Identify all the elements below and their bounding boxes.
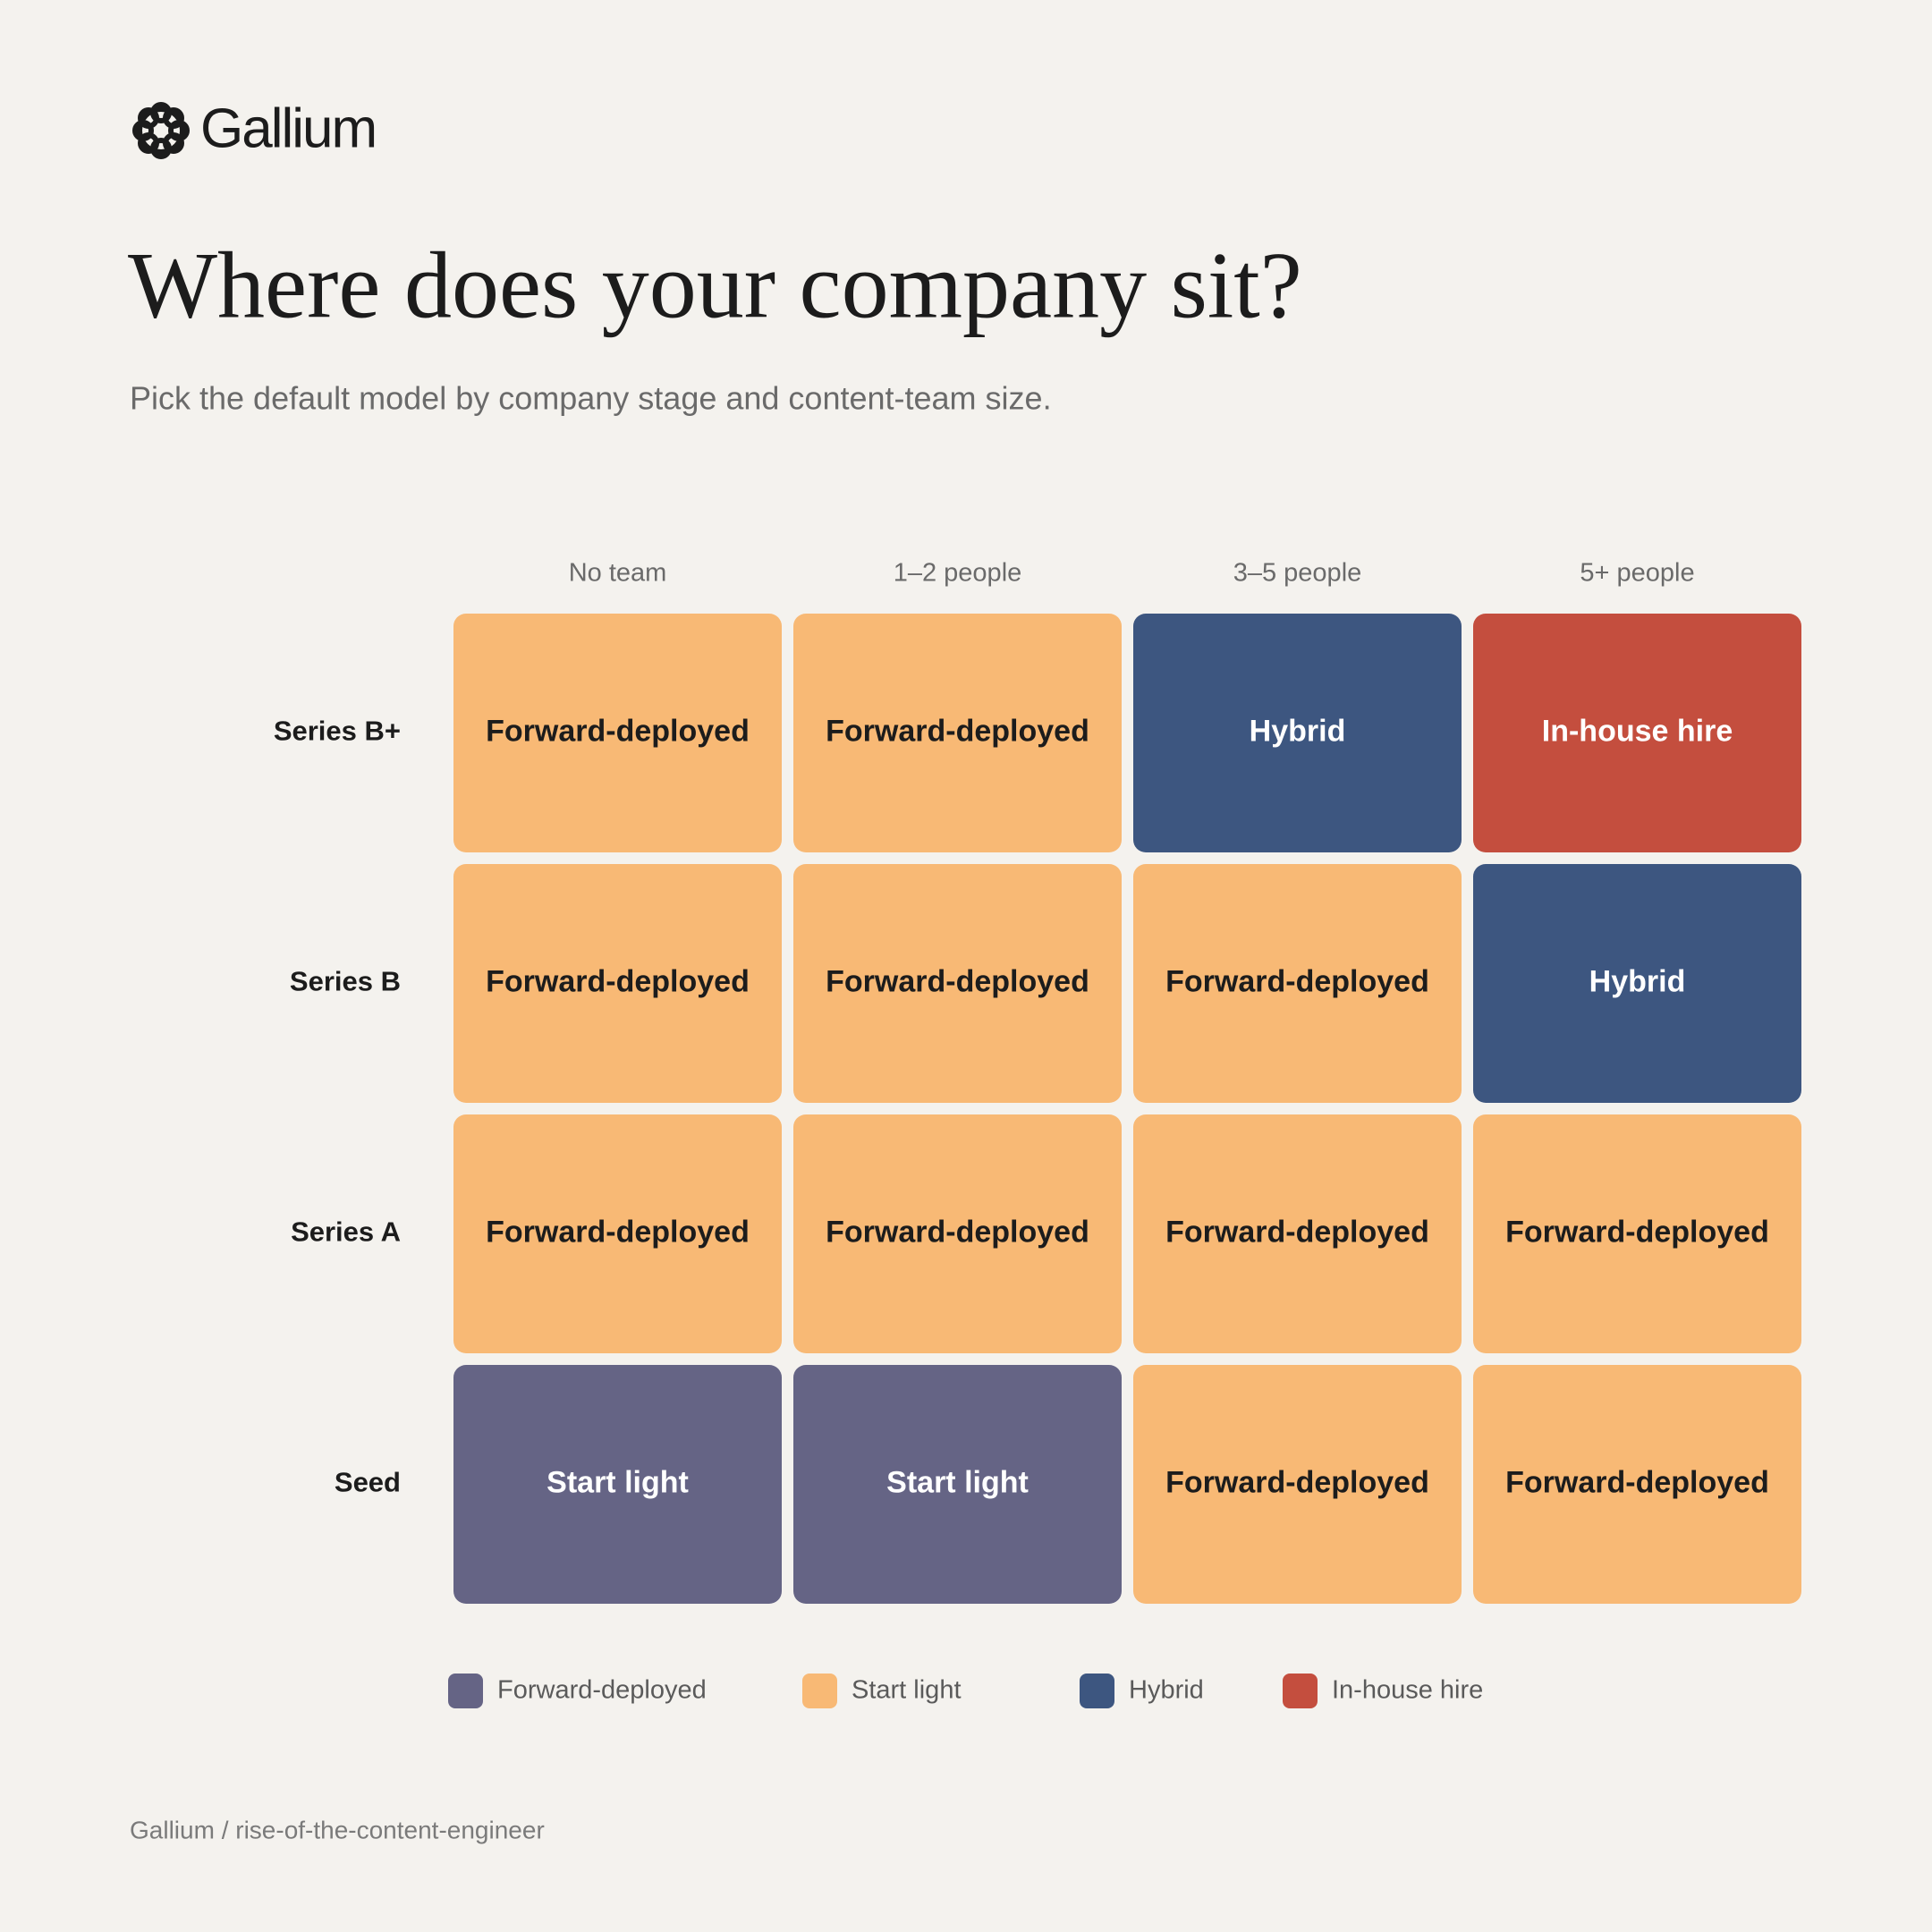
legend-label: In-house hire	[1332, 1676, 1483, 1705]
cell-label: Forward-deployed	[1165, 1215, 1429, 1249]
legend-swatch	[802, 1674, 837, 1708]
cell-label: Forward-deployed	[486, 1215, 750, 1249]
cell-label: Forward-deployed	[486, 964, 750, 998]
cell-label: Start light	[886, 1465, 1029, 1499]
cell	[1133, 614, 1462, 852]
legend-label: Forward-deployed	[497, 1676, 707, 1705]
logo-icon	[132, 102, 190, 159]
cell-label: Hybrid	[1589, 964, 1686, 998]
subtitle: Pick the default model by company stage …	[130, 380, 1052, 417]
brand: Gallium	[200, 97, 376, 159]
cell-label: Hybrid	[1250, 714, 1346, 748]
cell	[793, 614, 1122, 852]
cell-label: Start light	[547, 1465, 689, 1499]
cell	[1133, 1365, 1462, 1604]
row-label: Seed	[335, 1467, 401, 1498]
row-label: Series A	[291, 1216, 401, 1248]
cell-label: Forward-deployed	[486, 714, 750, 748]
cell	[453, 1114, 782, 1353]
cell-label: Forward-deployed	[1165, 1465, 1429, 1499]
cell-label: Forward-deployed	[1505, 1465, 1769, 1499]
cell-label: Forward-deployed	[826, 964, 1089, 998]
cell	[793, 1365, 1122, 1604]
footer: Gallium / rise-of-the-content-engineer	[130, 1816, 545, 1843]
legend-label: Hybrid	[1129, 1676, 1204, 1705]
column-header: 5+ people	[1580, 559, 1694, 588]
cell	[1133, 864, 1462, 1103]
row-label: Series B	[290, 966, 401, 997]
legend-swatch	[1080, 1674, 1114, 1708]
cell-label: Forward-deployed	[826, 1215, 1089, 1249]
cell-label: In-house hire	[1542, 714, 1733, 748]
cell	[453, 614, 782, 852]
cell	[1473, 864, 1801, 1103]
cell	[1133, 1114, 1462, 1353]
column-header: 3–5 people	[1233, 559, 1362, 588]
cell-label: Forward-deployed	[1165, 964, 1429, 998]
cell-label: Forward-deployed	[826, 714, 1089, 748]
row-label: Series B+	[274, 716, 401, 747]
legend-swatch	[1283, 1674, 1318, 1708]
column-header: 1–2 people	[894, 559, 1022, 588]
title: Where does your company sit?	[128, 233, 1302, 337]
cell	[793, 864, 1122, 1103]
cell	[453, 864, 782, 1103]
cell	[453, 1365, 782, 1604]
column-header: No team	[569, 559, 667, 588]
cell-label: Forward-deployed	[1505, 1215, 1769, 1249]
legend-label: Start light	[852, 1676, 962, 1705]
cell	[1473, 614, 1801, 852]
cell	[793, 1114, 1122, 1353]
cell	[1473, 1114, 1801, 1353]
legend-swatch	[448, 1674, 483, 1708]
cell	[1473, 1365, 1801, 1604]
